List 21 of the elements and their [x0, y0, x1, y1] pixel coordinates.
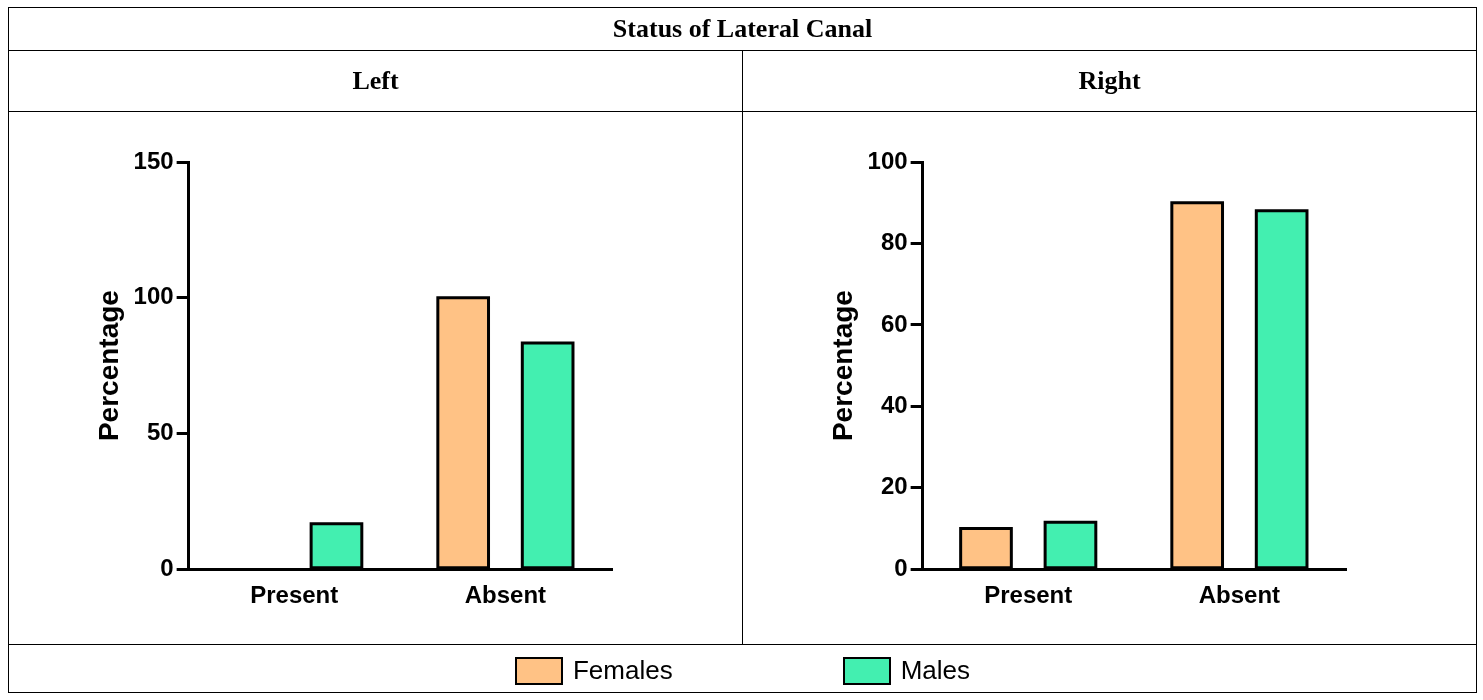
y-tick-label: 80: [880, 228, 908, 256]
y-tick-label: 150: [133, 146, 174, 174]
y-tick-label: 20: [880, 472, 908, 500]
x-tick-label: Present: [250, 581, 339, 609]
x-tick-label: Present: [984, 581, 1073, 609]
y-tick-label: 100: [133, 282, 174, 310]
y-tick-label: 0: [894, 553, 908, 581]
legend-label: Females: [572, 655, 673, 686]
y-axis-title: Percentage: [826, 290, 858, 442]
y-axis-title: Percentage: [92, 290, 124, 442]
x-tick-label: Absent: [1198, 581, 1281, 609]
y-tick-label: 60: [880, 309, 908, 337]
chart-subtitle: Right: [742, 51, 1476, 111]
y-tick-label: 100: [867, 146, 908, 174]
y-tick-label: 50: [146, 418, 174, 446]
y-tick-label: 40: [880, 390, 908, 418]
legend-label: Males: [900, 655, 971, 686]
text: Status of Lateral Canal: [9, 8, 1476, 50]
y-tick-label: 0: [160, 553, 174, 581]
chart-subtitle: Left: [351, 65, 400, 97]
x-tick-label: Absent: [464, 581, 547, 609]
